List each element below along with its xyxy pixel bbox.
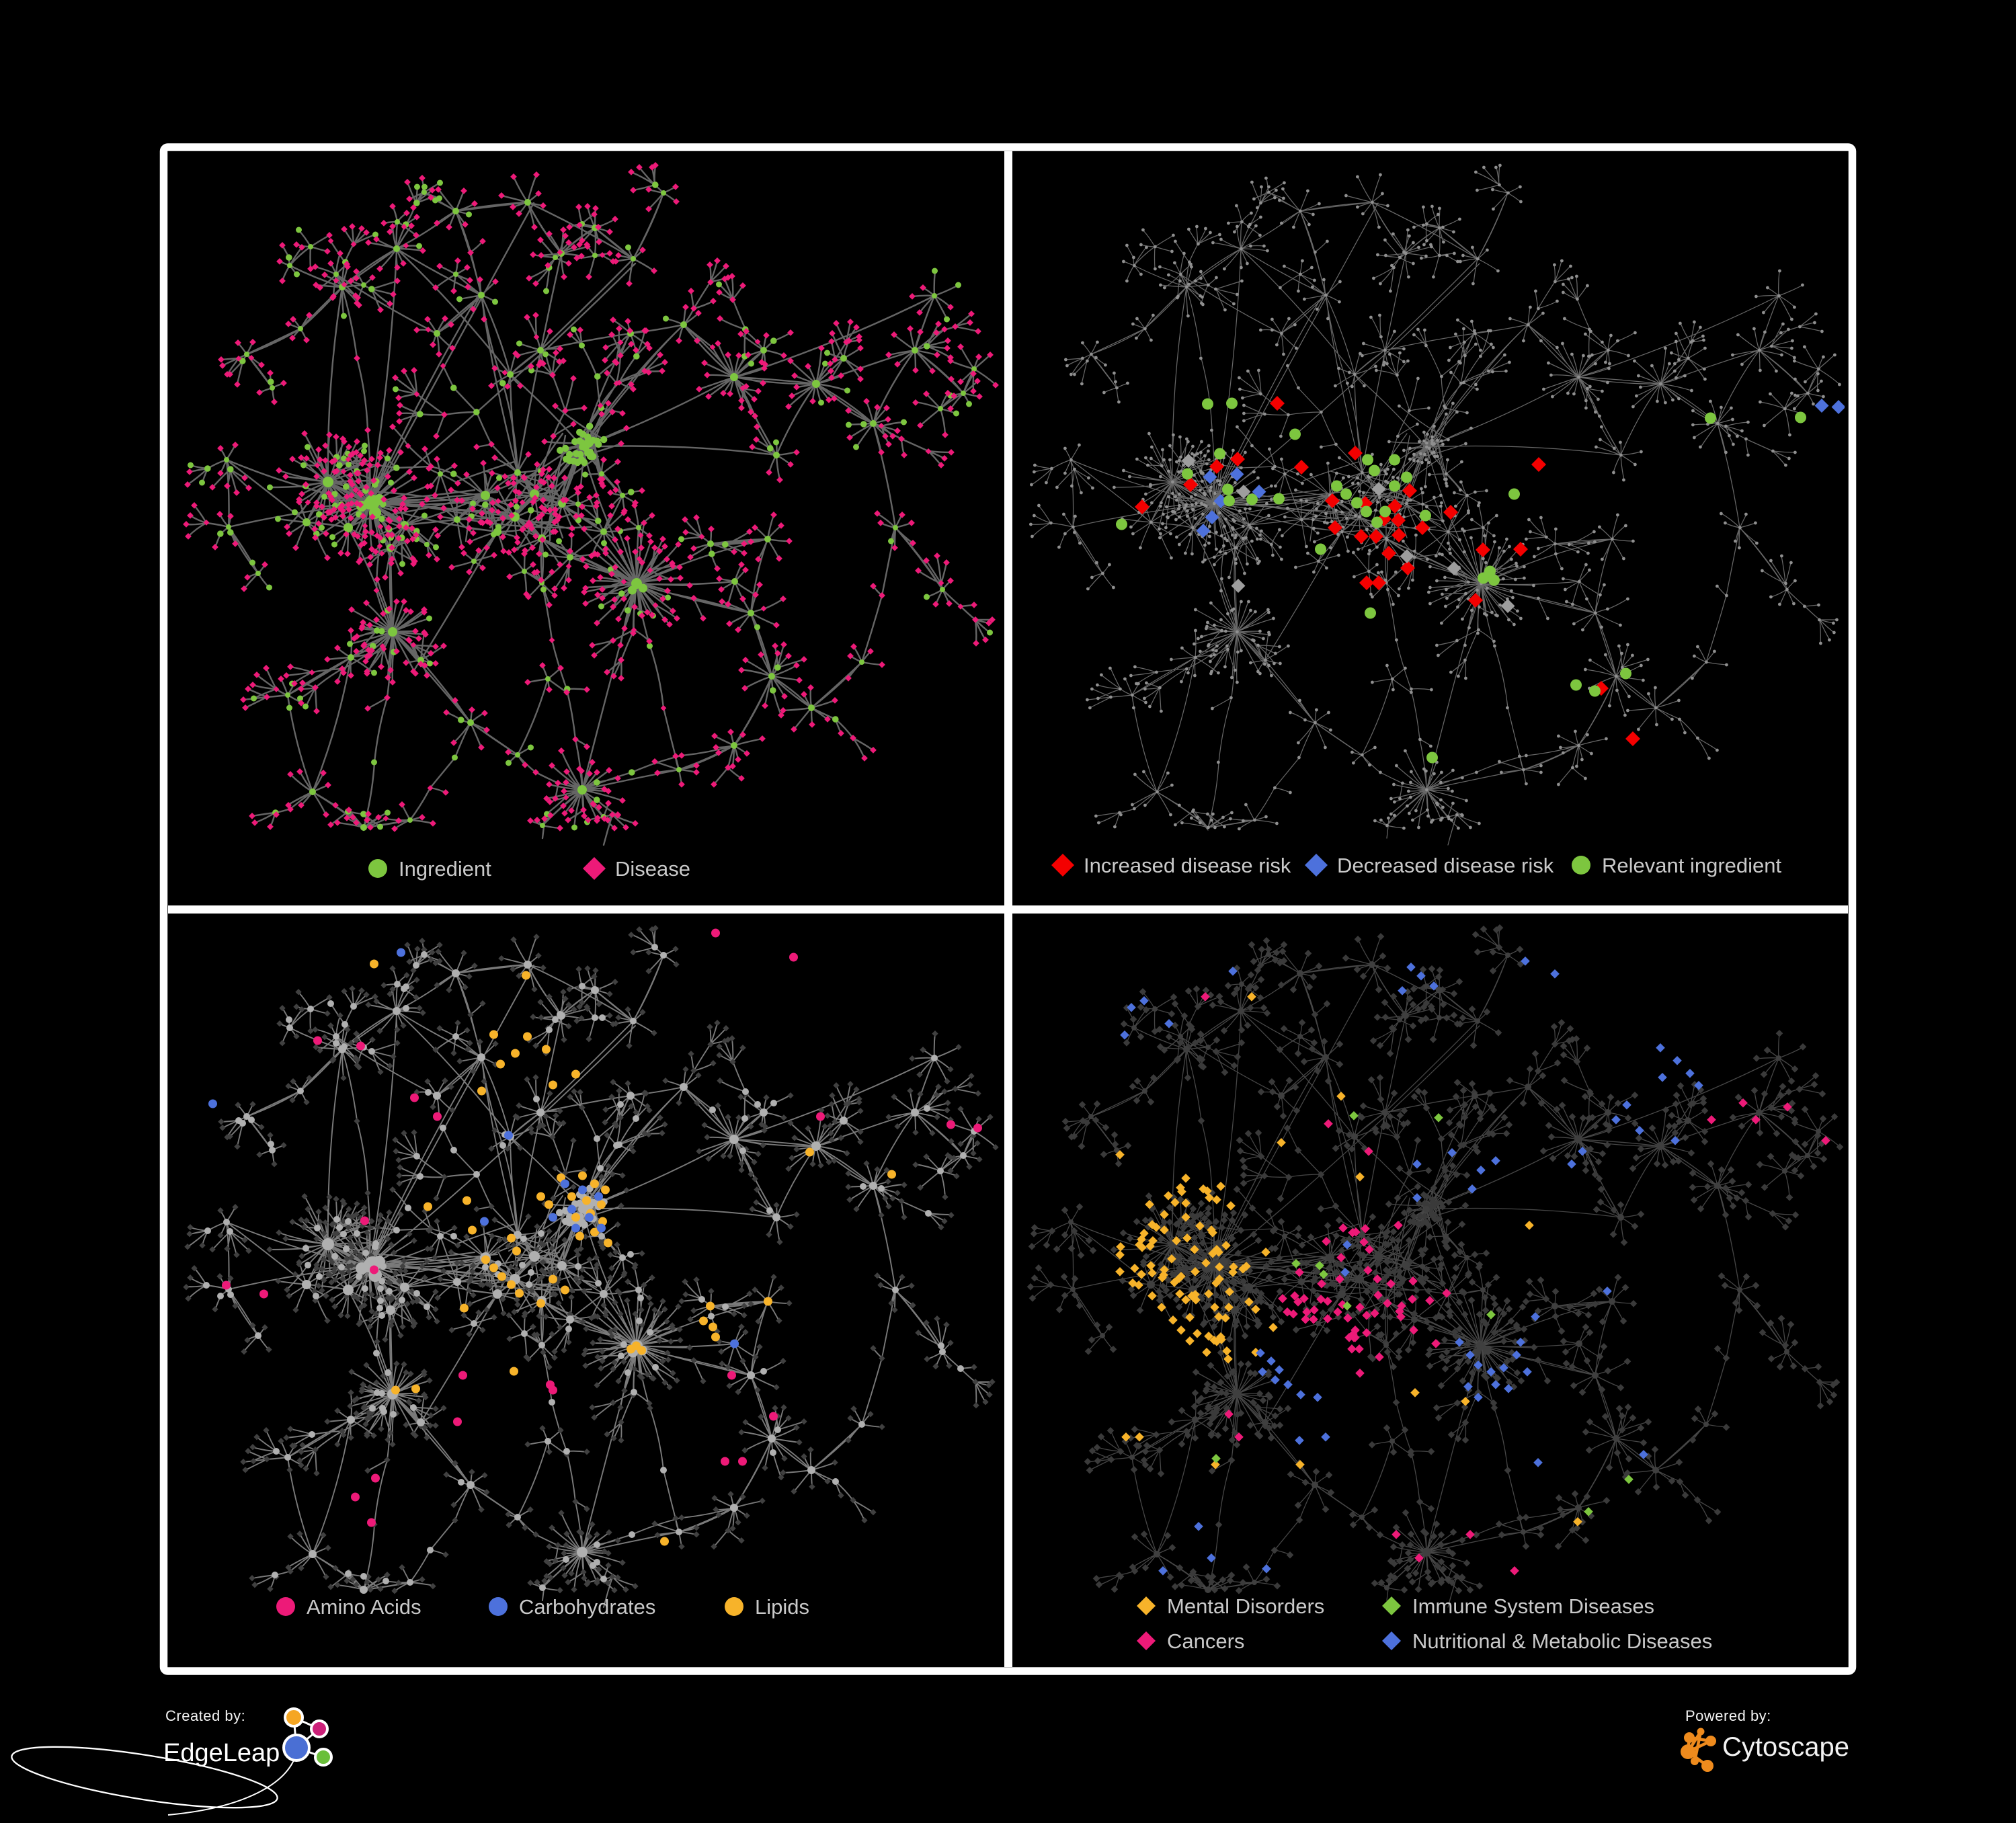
svg-text:Immune System Diseases: Immune System Diseases [1412,1594,1654,1618]
svg-text:Nutritional & Metabolic Diseas: Nutritional & Metabolic Diseases [1412,1629,1712,1653]
svg-text:Created by:: Created by: [165,1707,245,1724]
svg-text:Cancers: Cancers [1167,1629,1244,1653]
svg-text:Ingredient: Ingredient [399,857,491,881]
svg-text:Mental Disorders: Mental Disorders [1167,1594,1324,1618]
svg-text:Relevant ingredient: Relevant ingredient [1602,854,1782,877]
svg-text:Cytoscape: Cytoscape [1722,1732,1849,1762]
svg-text:Decreased disease risk: Decreased disease risk [1337,854,1554,877]
svg-text:Increased disease risk: Increased disease risk [1084,854,1291,877]
svg-text:Disease: Disease [615,857,690,881]
svg-text:Amino Acids: Amino Acids [307,1595,421,1619]
svg-text:Powered by:: Powered by: [1685,1707,1771,1724]
svg-text:Carbohydrates: Carbohydrates [519,1595,655,1619]
svg-text:EdgeLeap: EdgeLeap [163,1739,280,1767]
svg-text:Lipids: Lipids [755,1595,809,1619]
